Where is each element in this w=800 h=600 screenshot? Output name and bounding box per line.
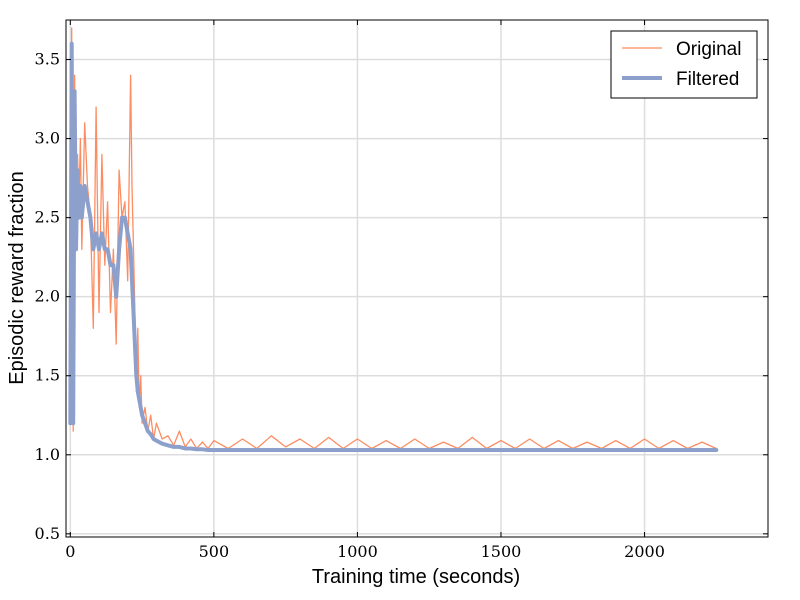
legend-label-original: Original xyxy=(676,39,741,60)
legend-label-filtered: Filtered xyxy=(676,69,739,90)
y-tick-label: 3.0 xyxy=(35,129,60,148)
y-tick-label: 3.5 xyxy=(35,50,60,69)
legend: Original Filtered xyxy=(610,30,758,99)
x-tick-label: 500 xyxy=(199,542,230,561)
legend-box xyxy=(610,30,758,99)
y-tick-label: 0.5 xyxy=(35,524,60,543)
x-axis-label: Training time (seconds) xyxy=(312,566,520,588)
x-tick-label: 0 xyxy=(65,542,75,561)
y-axis-label: Episodic reward fraction xyxy=(6,171,28,384)
ticks xyxy=(66,20,768,537)
x-tick-label: 2000 xyxy=(624,542,665,561)
plot-frame xyxy=(65,19,769,538)
series-line-filtered xyxy=(68,41,719,452)
y-tick-label: 1.5 xyxy=(35,366,60,385)
x-tick-label: 1000 xyxy=(337,542,378,561)
grid xyxy=(66,20,768,537)
y-tick-label: 2.5 xyxy=(35,208,60,227)
x-tick-label: 1500 xyxy=(481,542,522,561)
series-line-original xyxy=(69,27,717,450)
y-tick-label: 2.0 xyxy=(35,287,60,306)
tick-labels: 0 500 1000 1500 2000 0.5 1.0 1.5 2.0 2.5 3.0 3.5 xyxy=(35,50,665,561)
plot-area xyxy=(68,27,719,452)
y-tick-label: 1.0 xyxy=(35,445,60,464)
